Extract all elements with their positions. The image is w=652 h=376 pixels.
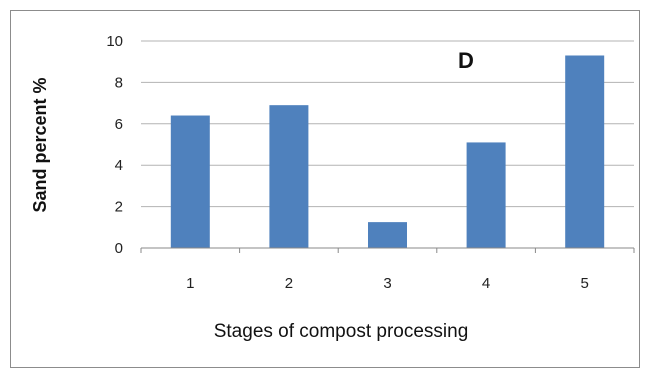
- bars: [170, 55, 605, 249]
- gridlines: [141, 40, 634, 208]
- chart-frame: [10, 10, 640, 368]
- y-tick-labels: 0 2 4 6 8 10: [106, 33, 123, 257]
- x-tick-label: 4: [482, 275, 490, 292]
- y-tick-label: 2: [115, 199, 123, 216]
- bar-stage-4: [466, 142, 506, 248]
- y-tick-label: 10: [106, 33, 123, 50]
- y-axis-label: Sand percent %: [30, 77, 50, 212]
- y-tick-label: 8: [115, 74, 123, 91]
- x-tick-labels: 1 2 3 4 5: [186, 275, 589, 292]
- y-tick-label: 4: [115, 157, 123, 174]
- x-tick-marks: [140, 248, 635, 253]
- x-axis-label: Stages of compost processing: [214, 321, 469, 342]
- y-tick-label: 6: [115, 116, 123, 133]
- bar-stage-1: [170, 115, 210, 249]
- x-tick-label: 5: [581, 275, 589, 292]
- bar-stage-5: [565, 55, 605, 248]
- y-tick-label: 0: [115, 240, 123, 257]
- x-tick-label: 2: [285, 275, 293, 292]
- bar-stage-2: [269, 105, 309, 248]
- x-tick-label: 3: [383, 275, 391, 292]
- x-tick-label: 1: [186, 275, 194, 292]
- chart-annotation: D: [458, 48, 474, 73]
- bar-stage-3: [368, 222, 407, 248]
